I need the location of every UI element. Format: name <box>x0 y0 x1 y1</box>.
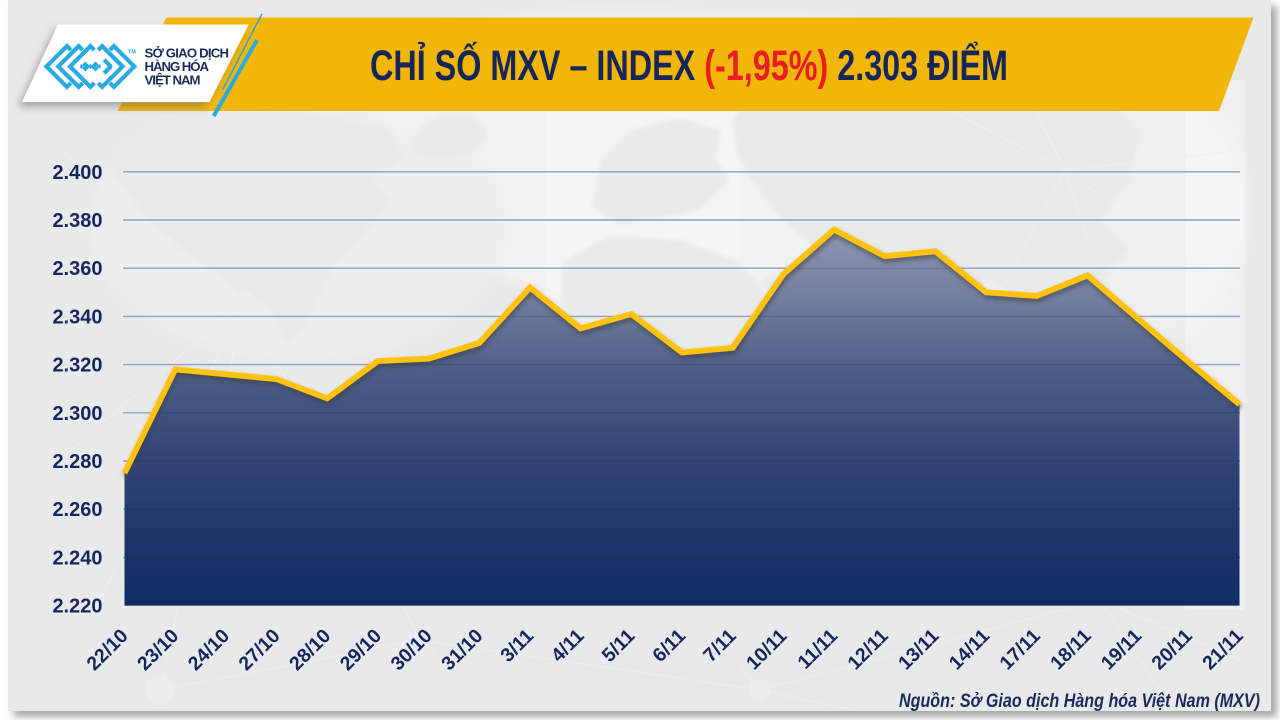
svg-text:Nguồn: Sở Giao dịch Hàng hóa V: Nguồn: Sở Giao dịch Hàng hóa Việt Nam (M… <box>899 691 1260 712</box>
svg-text:28/10: 28/10 <box>285 625 335 675</box>
svg-text:31/10: 31/10 <box>437 625 487 675</box>
svg-text:18/11: 18/11 <box>1046 625 1095 674</box>
svg-text:2.360: 2.360 <box>52 258 102 280</box>
svg-text:VIỆT NAM: VIỆT NAM <box>145 73 201 88</box>
svg-text:29/10: 29/10 <box>336 625 386 675</box>
svg-text:11/11: 11/11 <box>793 625 842 674</box>
svg-text:3/11: 3/11 <box>496 625 538 667</box>
svg-text:SỞ GIAO DỊCH: SỞ GIAO DỊCH <box>145 46 230 61</box>
svg-text:14/11: 14/11 <box>945 625 994 674</box>
svg-text:23/10: 23/10 <box>133 625 183 675</box>
svg-text:TM: TM <box>128 50 136 56</box>
svg-text:CHỈ SỐ MXV – INDEX (-1,95%) 2.: CHỈ SỐ MXV – INDEX (-1,95%) 2.303 ĐIỂM <box>370 41 1008 90</box>
svg-text:20/11: 20/11 <box>1148 625 1197 674</box>
svg-text:5/11: 5/11 <box>598 625 640 667</box>
svg-text:12/11: 12/11 <box>843 625 892 674</box>
svg-text:2.380: 2.380 <box>52 210 102 232</box>
svg-text:17/11: 17/11 <box>996 625 1045 674</box>
svg-text:2.300: 2.300 <box>52 403 102 425</box>
svg-text:2.240: 2.240 <box>52 547 102 569</box>
svg-text:13/11: 13/11 <box>894 625 943 674</box>
svg-text:22/10: 22/10 <box>82 625 132 675</box>
svg-text:10/11: 10/11 <box>742 625 791 674</box>
svg-text:HÀNG HÓA: HÀNG HÓA <box>145 59 210 74</box>
svg-text:21/11: 21/11 <box>1198 625 1247 674</box>
svg-text:2.220: 2.220 <box>52 596 102 618</box>
svg-text:30/10: 30/10 <box>387 625 437 675</box>
svg-text:4/11: 4/11 <box>547 625 589 667</box>
svg-text:7/11: 7/11 <box>699 625 741 667</box>
svg-text:2.340: 2.340 <box>52 306 102 328</box>
svg-text:6/11: 6/11 <box>648 625 690 667</box>
svg-text:2.320: 2.320 <box>52 355 102 377</box>
svg-text:2.400: 2.400 <box>52 162 102 184</box>
svg-text:24/10: 24/10 <box>184 625 234 675</box>
svg-text:2.260: 2.260 <box>52 499 102 521</box>
svg-text:2.280: 2.280 <box>52 451 102 473</box>
